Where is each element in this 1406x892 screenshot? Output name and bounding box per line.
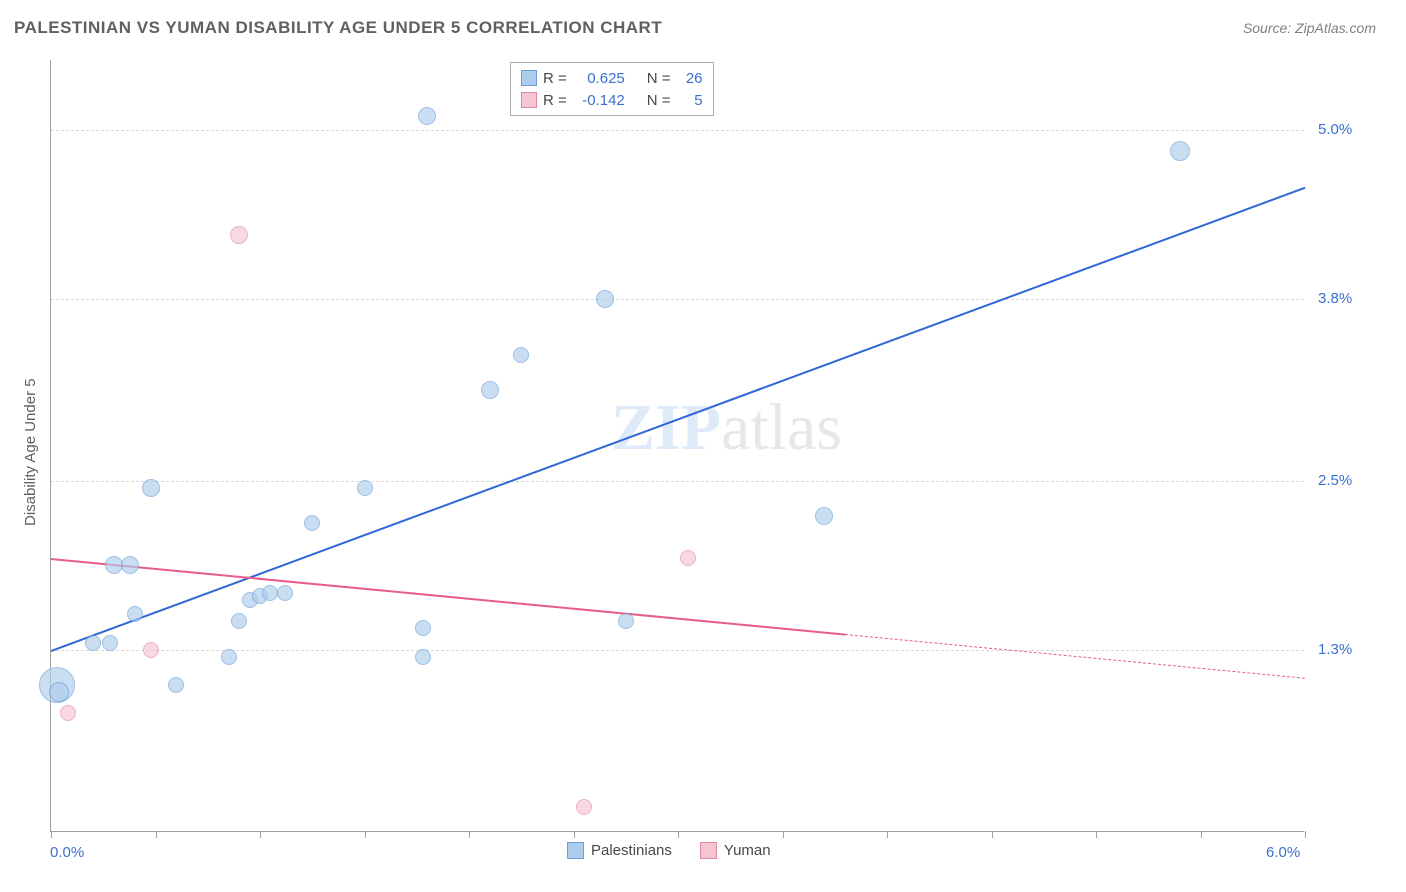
x-tick — [156, 831, 157, 838]
x-tick — [1096, 831, 1097, 838]
x-tick — [992, 831, 993, 838]
data-point — [415, 649, 431, 665]
data-point — [481, 381, 499, 399]
stat-r-label: R = — [543, 70, 567, 87]
trend-line — [51, 558, 845, 636]
trend-line — [845, 634, 1305, 679]
x-axis-max-label: 6.0% — [1266, 844, 1300, 861]
legend-swatch — [521, 92, 537, 108]
data-point — [121, 556, 139, 574]
x-tick — [1305, 831, 1306, 838]
data-point — [618, 613, 634, 629]
data-point — [85, 635, 101, 651]
gridline — [51, 481, 1304, 482]
scatter-plot-area: ZIPatlas — [50, 60, 1304, 832]
stats-legend: R = 0.625 N = 26 R = -0.142 N = 5 — [510, 62, 714, 116]
watermark-zip: ZIP — [611, 391, 721, 464]
data-point — [815, 507, 833, 525]
y-tick-label: 5.0% — [1318, 121, 1352, 138]
stat-n-value: 5 — [677, 92, 703, 109]
stat-n-label: N = — [647, 70, 671, 87]
x-tick — [887, 831, 888, 838]
x-tick — [469, 831, 470, 838]
data-point — [49, 682, 69, 702]
data-point — [513, 347, 529, 363]
data-point — [277, 585, 293, 601]
data-point — [680, 550, 696, 566]
stat-r-value: 0.625 — [573, 70, 625, 87]
data-point — [221, 649, 237, 665]
x-tick — [365, 831, 366, 838]
stats-legend-row: R = 0.625 N = 26 — [521, 67, 703, 89]
y-tick-label: 1.3% — [1318, 641, 1352, 658]
data-point — [143, 642, 159, 658]
legend-label: Palestinians — [591, 842, 672, 859]
watermark-atlas: atlas — [721, 391, 842, 464]
y-tick-label: 2.5% — [1318, 472, 1352, 489]
source-attribution: Source: ZipAtlas.com — [1243, 20, 1376, 36]
data-point — [102, 635, 118, 651]
stats-legend-row: R = -0.142 N = 5 — [521, 89, 703, 111]
gridline — [51, 130, 1304, 131]
chart-title: PALESTINIAN VS YUMAN DISABILITY AGE UNDE… — [14, 18, 662, 38]
stat-n-value: 26 — [677, 70, 703, 87]
data-point — [168, 677, 184, 693]
stat-r-label: R = — [543, 92, 567, 109]
data-point — [596, 290, 614, 308]
data-point — [262, 585, 278, 601]
data-point — [418, 107, 436, 125]
data-point — [231, 613, 247, 629]
data-point — [230, 226, 248, 244]
stat-r-value: -0.142 — [573, 92, 625, 109]
data-point — [1170, 141, 1190, 161]
x-tick — [1201, 831, 1202, 838]
legend-swatch — [521, 70, 537, 86]
data-point — [576, 799, 592, 815]
x-tick — [678, 831, 679, 838]
legend-label: Yuman — [724, 842, 771, 859]
data-point — [142, 479, 160, 497]
series-legend: Palestinians Yuman — [567, 842, 771, 859]
y-tick-label: 3.8% — [1318, 290, 1352, 307]
legend-swatch — [700, 842, 717, 859]
stat-n-label: N = — [647, 92, 671, 109]
x-tick — [51, 831, 52, 838]
data-point — [357, 480, 373, 496]
data-point — [105, 556, 123, 574]
trend-line — [51, 186, 1306, 651]
x-tick — [574, 831, 575, 838]
y-axis-label: Disability Age Under 5 — [22, 378, 39, 526]
legend-item: Yuman — [700, 842, 771, 859]
data-point — [415, 620, 431, 636]
gridline — [51, 650, 1304, 651]
data-point — [304, 515, 320, 531]
legend-item: Palestinians — [567, 842, 672, 859]
x-tick — [260, 831, 261, 838]
data-point — [127, 606, 143, 622]
gridline — [51, 299, 1304, 300]
legend-swatch — [567, 842, 584, 859]
x-axis-min-label: 0.0% — [50, 844, 84, 861]
x-tick — [783, 831, 784, 838]
data-point — [60, 705, 76, 721]
